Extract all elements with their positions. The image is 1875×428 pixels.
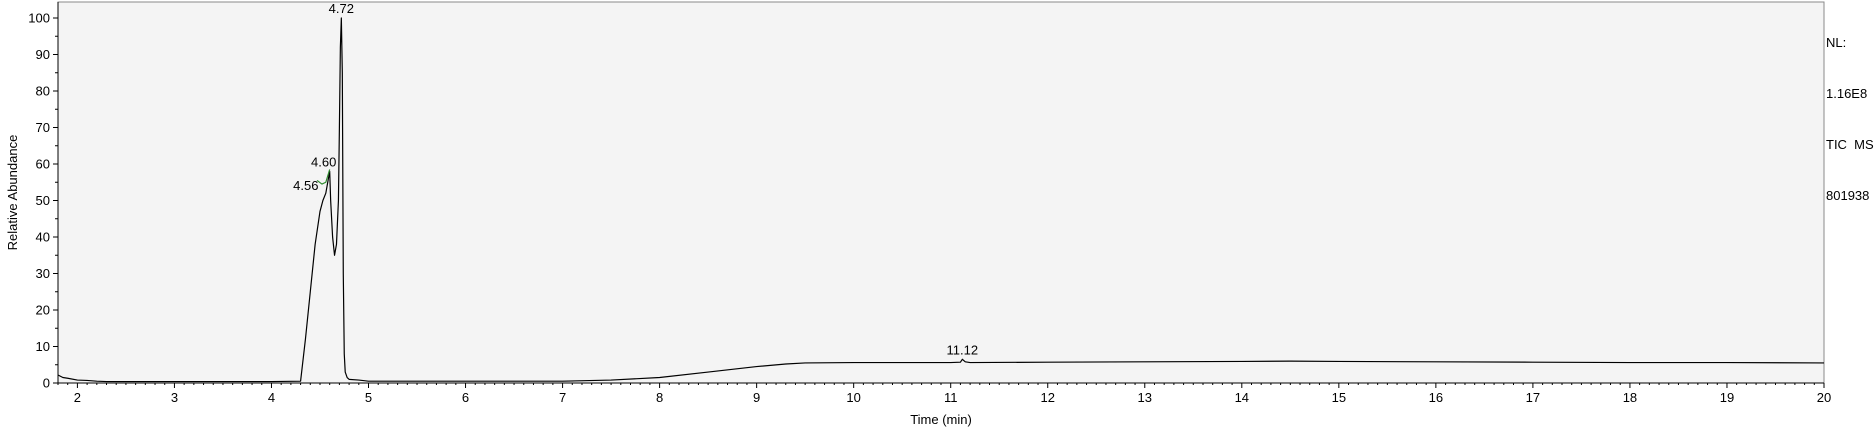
y-tick-label: 90 <box>36 47 50 62</box>
x-tick-label: 9 <box>753 390 760 405</box>
x-tick-label: 8 <box>656 390 663 405</box>
peak-label: 11.12 <box>947 342 979 357</box>
scan-filter: TIC MS <box>1826 137 1874 152</box>
x-tick-label: 3 <box>171 390 178 405</box>
y-tick-label: 40 <box>36 230 50 245</box>
tic-trace <box>57 17 1825 383</box>
x-tick-label: 11 <box>944 390 958 405</box>
x-tick-label: 15 <box>1332 390 1346 405</box>
y-tick-label: 0 <box>43 376 50 391</box>
x-tick-label: 16 <box>1429 390 1443 405</box>
x-tick-label: 7 <box>559 390 566 405</box>
y-tick-label: 70 <box>36 120 50 135</box>
x-tick-label: 12 <box>1041 390 1055 405</box>
x-tick-label: 20 <box>1817 390 1831 405</box>
y-tick-label: 30 <box>36 266 50 281</box>
x-tick-label: 10 <box>846 390 860 405</box>
x-tick-label: 13 <box>1138 390 1152 405</box>
y-tick-label: 80 <box>36 84 50 99</box>
y-tick-label: 100 <box>28 11 50 26</box>
integration-baseline <box>316 169 331 185</box>
x-tick-label: 17 <box>1526 390 1540 405</box>
sample-id: 801938 <box>1826 188 1870 203</box>
nl-label: NL: <box>1826 35 1847 50</box>
y-axis-title: Relative Abundance <box>5 135 20 251</box>
spectrum-info: NL: 1.16E8 TIC MS 801938 <box>1826 0 1874 221</box>
x-tick-label: 5 <box>365 390 372 405</box>
x-tick-label: 4 <box>268 390 275 405</box>
x-tick-label: 19 <box>1720 390 1734 405</box>
y-tick-label: 50 <box>36 193 50 208</box>
x-tick-label: 2 <box>74 390 81 405</box>
peak-label: 4.56 <box>293 178 318 193</box>
x-tick-label: 6 <box>462 390 469 405</box>
nl-value: 1.16E8 <box>1826 86 1868 101</box>
peak-label: 4.72 <box>329 1 354 16</box>
x-tick-label: 14 <box>1235 390 1249 405</box>
x-axis-title: Time (min) <box>910 412 972 427</box>
y-tick-label: 10 <box>36 339 50 354</box>
y-tick-label: 60 <box>36 157 50 172</box>
peak-label: 4.60 <box>311 154 336 169</box>
x-tick-label: 18 <box>1623 390 1637 405</box>
y-tick-label: 20 <box>36 303 50 318</box>
plot-area <box>57 1 1825 384</box>
